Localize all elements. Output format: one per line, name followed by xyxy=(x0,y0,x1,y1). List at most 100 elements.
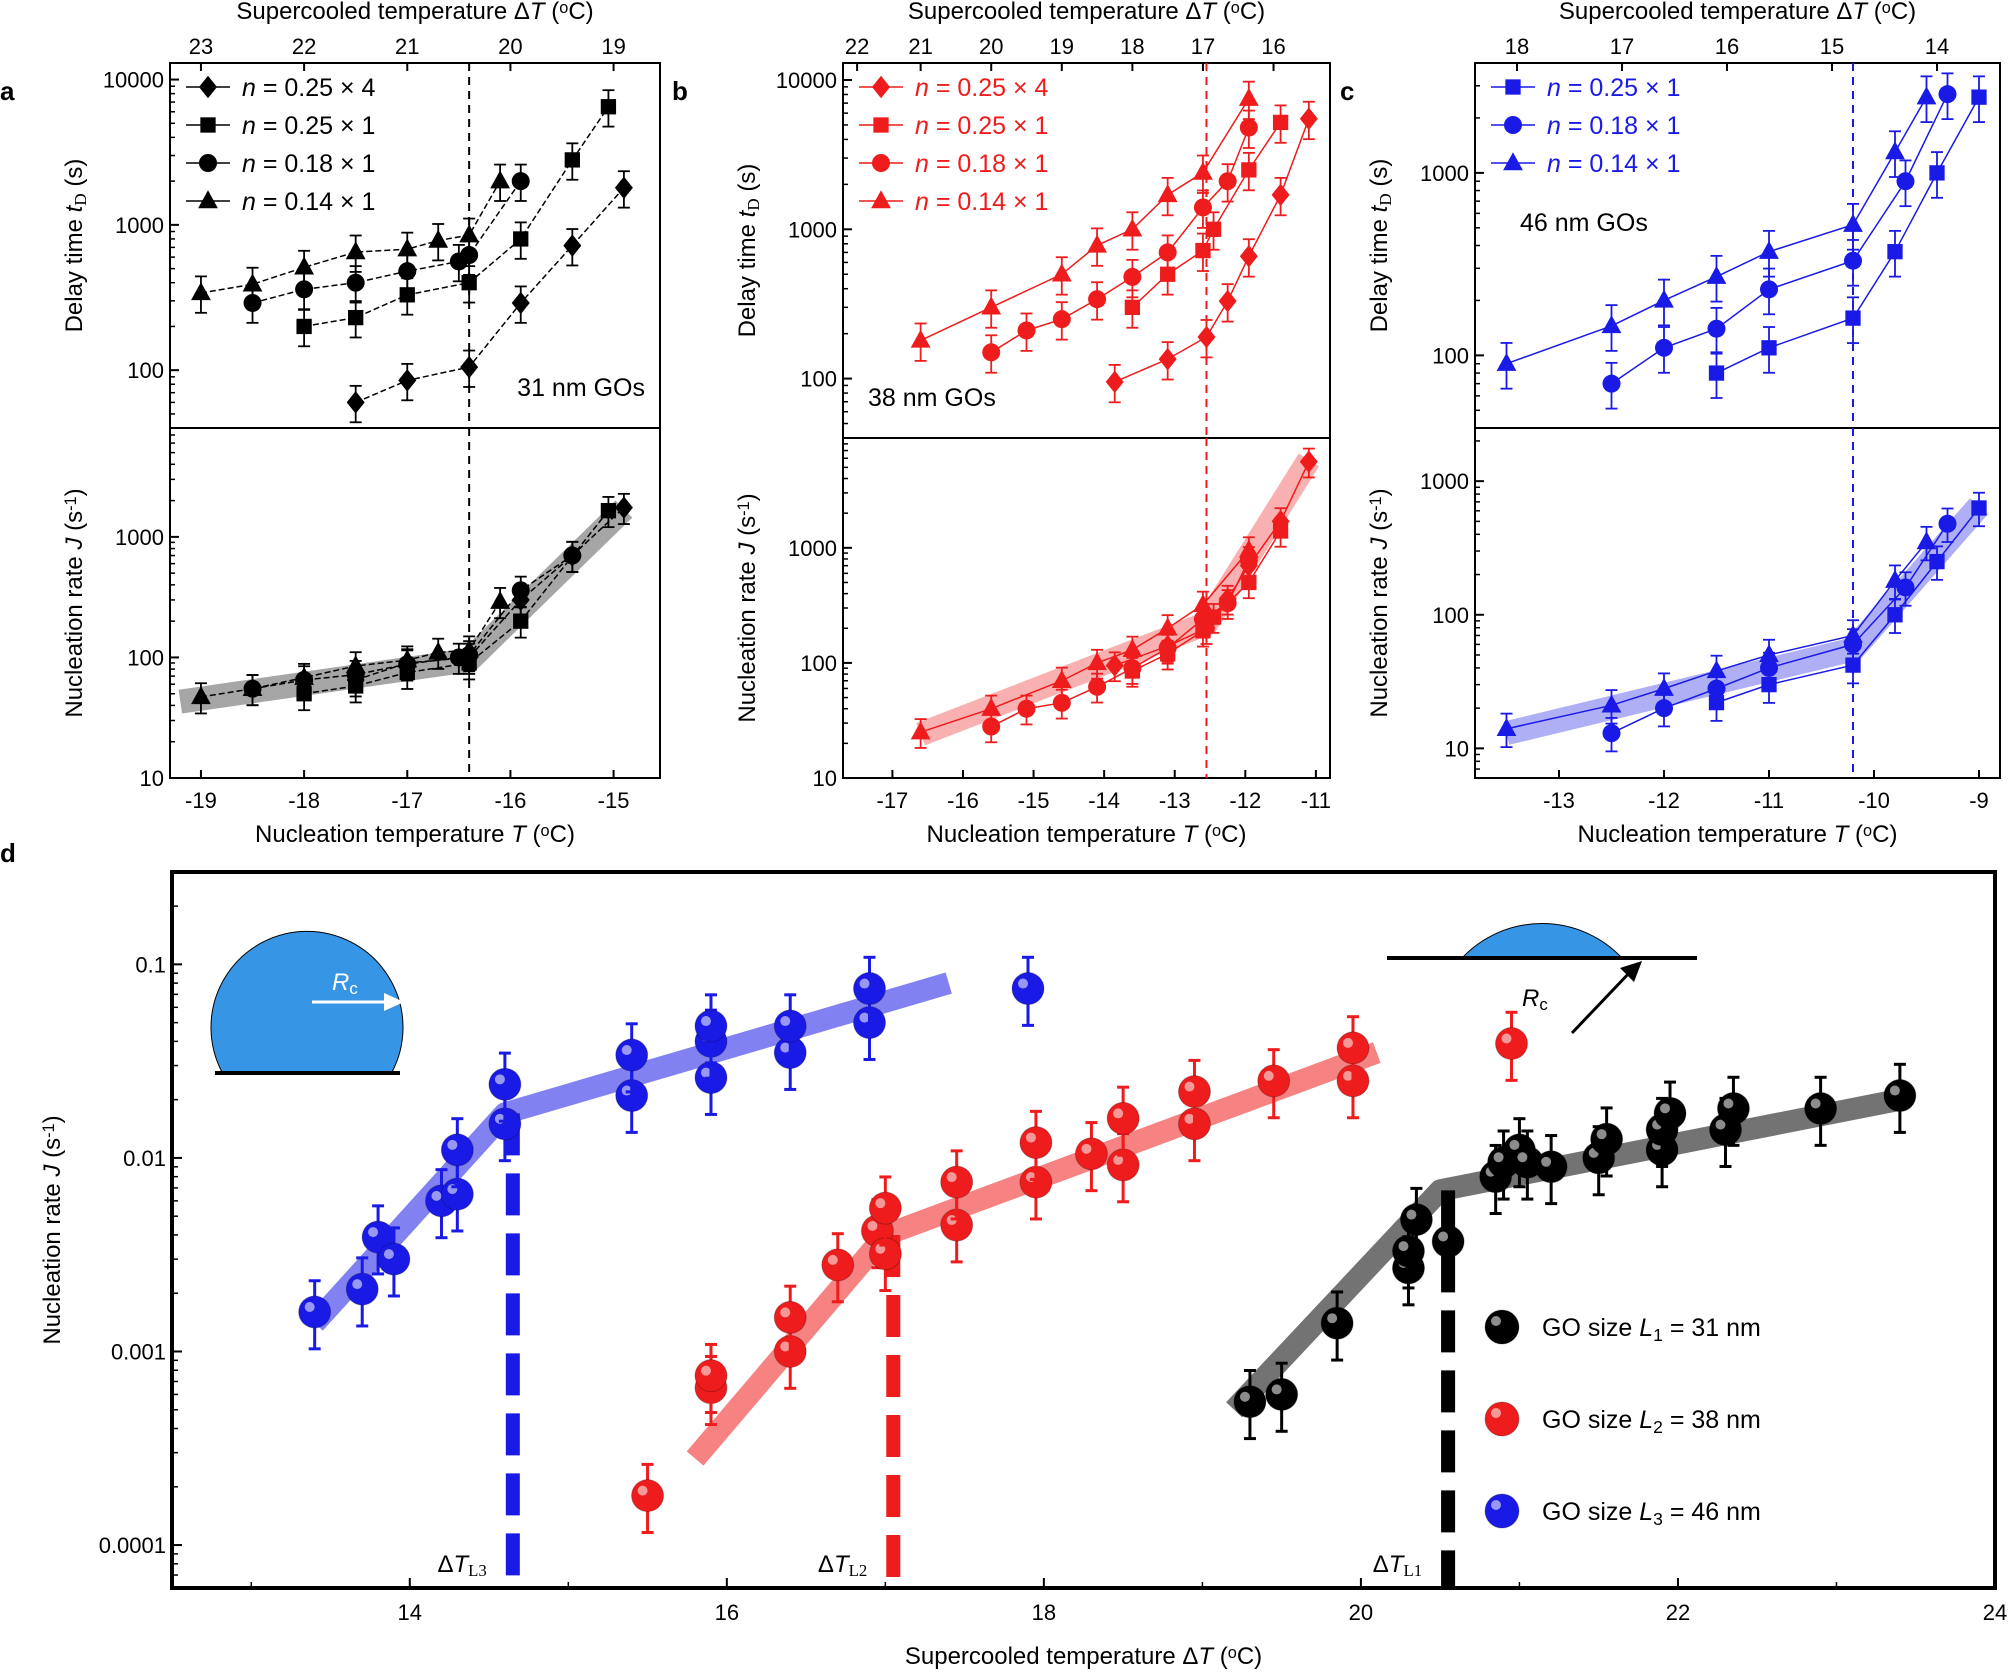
label-span: C) xyxy=(1891,0,1916,25)
data-point-highlight xyxy=(1493,1152,1504,1163)
y-tick-label: 10000 xyxy=(776,68,837,93)
data-point xyxy=(490,590,511,609)
legend-marker xyxy=(1484,1493,1520,1529)
x-tick-label: -11 xyxy=(1301,788,1331,813)
legend-span: n xyxy=(242,74,256,102)
y-axis-title: Nucleation rate J (s-1) xyxy=(1366,488,1393,717)
label-span: Nucleation temperature xyxy=(255,821,511,848)
data-point xyxy=(1241,162,1257,178)
x-tick-label: -16 xyxy=(495,788,527,813)
label-span: J xyxy=(39,1164,66,1178)
x-tick-label: 20 xyxy=(1349,1600,1373,1625)
data-point xyxy=(1087,234,1107,253)
plot-frame xyxy=(170,870,1997,1590)
inset-droplet-small: Rc xyxy=(1387,923,1697,1035)
x-axis-title: Nucleation temperature T (oC) xyxy=(255,821,575,848)
data-point xyxy=(1602,374,1621,393)
top-tick-label: 18 xyxy=(1505,34,1529,59)
data-point xyxy=(1845,657,1861,673)
y-tick-label: 0.1 xyxy=(135,952,166,977)
data-point xyxy=(1160,266,1176,282)
legend-label: GO size L1 = 31 nm xyxy=(1542,1314,1761,1345)
panel-label-b: b xyxy=(672,76,688,106)
data-point-highlight xyxy=(1018,978,1029,989)
x-tick-label: -14 xyxy=(1088,788,1120,813)
label-span: L3 xyxy=(468,1561,487,1580)
data-point xyxy=(1885,141,1905,160)
data-point xyxy=(1218,289,1237,313)
data-point xyxy=(1241,574,1257,591)
legend-span: n xyxy=(915,112,929,140)
x-tick-label: -13 xyxy=(1543,788,1575,813)
legend-label: n = 0.14 × 1 xyxy=(915,188,1048,216)
label-span: C) xyxy=(1240,0,1265,25)
data-point-highlight xyxy=(700,1016,711,1027)
data-point xyxy=(1193,593,1213,612)
top-tick-label: 21 xyxy=(395,34,419,59)
data-point-highlight xyxy=(946,1172,957,1183)
data-point xyxy=(1087,652,1107,671)
legend-marker xyxy=(873,117,889,133)
label-span: (s) xyxy=(61,159,88,194)
data-point xyxy=(1431,1225,1465,1259)
data-point-highlight xyxy=(1501,1033,1512,1044)
x-tick-label: -10 xyxy=(1858,788,1890,813)
panel-label-d: d xyxy=(0,838,16,868)
data-point xyxy=(1653,1096,1687,1130)
legend-span: = 38 nm xyxy=(1663,1406,1761,1434)
data-point xyxy=(397,238,418,257)
legend-span: n xyxy=(1547,150,1561,178)
data-point xyxy=(1971,89,1987,105)
data-point xyxy=(981,296,1002,315)
label-span: Supercooled temperature Δ xyxy=(1559,0,1853,25)
label-span: -1 xyxy=(735,501,753,516)
data-point xyxy=(1845,310,1861,326)
y-tick-label: 10000 xyxy=(103,68,164,93)
legend-label: n = 0.25 × 4 xyxy=(242,74,376,102)
data-point xyxy=(982,343,1001,362)
data-point xyxy=(615,1038,649,1072)
data-point xyxy=(981,697,1002,716)
label-span: Supercooled temperature Δ xyxy=(908,0,1202,25)
top-tick-label: 16 xyxy=(1715,34,1739,59)
x-tick-label: 24 xyxy=(1983,1600,2007,1625)
data-point xyxy=(1299,450,1318,473)
label-span: Delay time xyxy=(734,217,761,337)
top-tick-label: 21 xyxy=(908,34,932,59)
data-point-highlight xyxy=(1810,1098,1821,1109)
data-point xyxy=(377,1242,411,1276)
data-point xyxy=(513,231,529,247)
data-point xyxy=(1320,1306,1354,1340)
data-point xyxy=(511,291,530,315)
legend-span: = 0.14 × 1 xyxy=(929,188,1049,216)
legend-span: = 0.25 × 4 xyxy=(256,74,376,102)
data-point-highlight xyxy=(1438,1231,1449,1242)
label-span: T xyxy=(1852,0,1869,25)
legend-label: n = 0.18 × 1 xyxy=(1547,112,1680,140)
data-point xyxy=(1706,660,1727,679)
data-point xyxy=(488,1067,522,1101)
label-span: o xyxy=(1212,822,1221,840)
data-point-highlight xyxy=(875,1198,886,1209)
data-point-highlight xyxy=(1263,1070,1274,1081)
data-point xyxy=(1122,638,1143,657)
chart-a-nucleation-rate: 10 100 1000 Nucleation rate J (s-1) -19 -18 -1… xyxy=(61,427,661,848)
top-tick-label: 19 xyxy=(1050,34,1074,59)
data-point xyxy=(1708,365,1725,381)
y-tick-label: 0.001 xyxy=(111,1339,166,1364)
legend-marker xyxy=(199,154,217,172)
radius-arrow-head xyxy=(384,993,404,1011)
legend-marker xyxy=(1484,1401,1520,1437)
y-axis-title: Delay time tD (s) xyxy=(61,159,90,333)
data-point-highlight xyxy=(1239,1391,1250,1402)
data-point xyxy=(821,1248,855,1282)
label-span: C) xyxy=(550,821,575,848)
data-point xyxy=(511,172,530,191)
panel-label-c: c xyxy=(1340,76,1354,106)
y-tick-label: 0.01 xyxy=(123,1146,166,1171)
x-tick-label: -18 xyxy=(288,788,320,813)
x-tick-label: -11 xyxy=(1754,788,1784,813)
data-point-highlight xyxy=(780,1042,791,1053)
data-point xyxy=(1088,677,1107,696)
label-span: (s) xyxy=(1366,159,1393,194)
